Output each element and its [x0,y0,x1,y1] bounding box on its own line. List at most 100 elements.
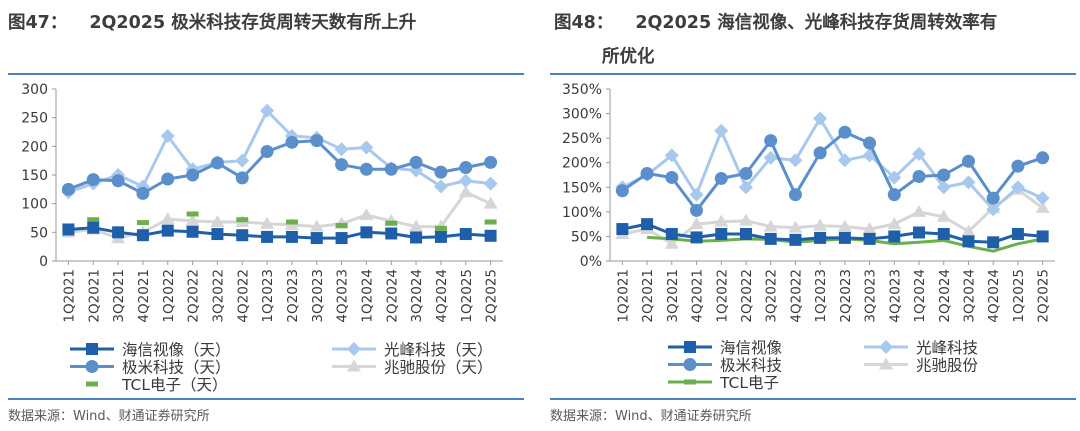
data-point [764,232,777,245]
data-point [285,230,298,243]
data-point [1036,230,1049,243]
x-tick-label: 1Q2021 [61,269,77,323]
data-point [186,168,200,182]
data-point [1011,159,1025,173]
legend-label: 兆驰股份 [916,357,979,375]
series-line [67,139,491,195]
data-point [484,155,498,169]
data-point [161,224,174,237]
data-point [616,223,629,236]
data-point [434,225,447,231]
data-point [410,231,423,244]
series-2 [615,111,1050,217]
x-tick-label: 1Q2025 [459,269,475,323]
legend-swatch-marker [347,359,361,372]
x-tick-label: 4Q2022 [235,269,251,323]
line-chart: 0% 50% 100% 150% 200% 250% 300% 350% 1Q2021 2Q202… [562,82,1055,392]
data-point [261,230,274,243]
data-point [186,211,199,217]
x-tick-label: 2Q2021 [86,269,102,323]
data-point [665,227,678,240]
data-point [714,123,729,138]
legend-item: 海信视像 [668,339,783,357]
data-point [260,216,275,229]
data-point [185,213,200,226]
y-tick-label: 0% [580,254,602,270]
data-point [210,215,225,228]
x-tick-label: 1Q2024 [912,269,928,323]
data-point [161,172,175,186]
legend-swatch-marker [879,340,893,354]
data-point [409,219,424,232]
x-tick-label: 1Q2025 [1011,269,1027,323]
data-point [458,185,473,198]
data-point [813,146,827,160]
x-tick-label: 3Q2021 [111,269,127,323]
data-point [260,144,274,158]
data-point [136,229,149,242]
title-rule [550,73,1076,75]
series-line [621,130,1044,212]
legend-swatch-marker [684,379,696,385]
data-point [87,221,100,234]
legend-label: 海信视像（天） [122,341,231,359]
data-point [913,226,926,239]
title-text: 2Q2025 极米科技存货周转天数有所上升 [89,13,417,33]
x-tick-label: 2Q2023 [285,269,301,323]
data-point [86,173,100,187]
legend-label: 光峰科技（天） [384,341,493,359]
x-tick-label: 1Q2023 [813,269,829,323]
data-point [937,227,950,240]
data-point [615,184,629,198]
data-point [887,188,901,202]
data-point [310,232,323,245]
data-point [260,103,275,118]
data-point [434,230,447,243]
data-point [714,171,728,185]
data-point [936,209,951,222]
data-point [136,220,149,226]
legend-swatch-marker [684,341,696,353]
data-point [664,236,679,249]
data-point [484,229,497,242]
data-point [641,218,654,231]
legend-label: 海信视像 [720,339,783,357]
legend-swatch-marker [86,381,98,387]
data-point [789,233,802,246]
data-point [236,229,249,242]
chart-panel-fig48: 图48： 2Q2025 海信视像、光峰科技存货周转效率有 所优化 0% 50% 100… [546,0,1080,431]
legend-label: 光峰科技 [916,339,978,357]
x-tick-label: 2Q2022 [186,269,202,323]
data-point [359,208,374,221]
data-point [483,176,498,191]
chart-panel-fig47: 图47： 2Q2025 极米科技存货周转天数有所上升 0 50 100 150 200 25… [0,0,534,431]
y-tick-label: 0 [39,254,48,270]
data-point [764,134,778,148]
data-point [112,226,125,239]
x-tick-label: 2Q2025 [484,269,500,323]
data-point [61,182,75,196]
data-point [813,218,828,231]
x-tick-label: 1Q2023 [260,269,276,323]
data-point [936,180,951,195]
data-point [111,174,125,188]
data-point [986,191,1000,205]
source-note: 数据来源：Wind、财通证券研究所 [550,409,752,424]
data-point [739,227,752,240]
data-point [335,232,348,245]
data-point [409,155,423,169]
series-5 [87,211,497,231]
y-tick-label: 150% [562,180,602,196]
data-point [961,154,975,168]
data-point [961,224,976,237]
legend-item: 极米科技（天） [70,359,231,377]
data-point [210,156,224,170]
x-tick-label: 2Q2024 [937,269,953,323]
data-point [459,228,472,241]
data-point [888,230,901,243]
legend-item: 光峰科技（天） [332,341,493,359]
x-tick-label: 4Q2024 [434,269,450,323]
x-tick-label: 4Q2021 [690,269,706,323]
x-tick-label: 3Q2022 [764,269,780,323]
data-point [235,171,249,185]
